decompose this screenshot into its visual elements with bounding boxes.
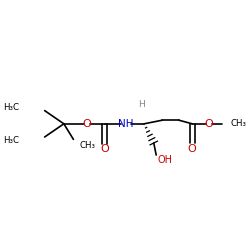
Text: CH₃: CH₃ xyxy=(230,119,246,128)
Text: H₃C: H₃C xyxy=(4,136,20,145)
Text: OH: OH xyxy=(158,155,172,165)
Text: O: O xyxy=(188,144,196,154)
Text: H₃C: H₃C xyxy=(4,102,20,112)
Text: O: O xyxy=(204,119,213,129)
Text: O: O xyxy=(82,119,91,129)
Text: NH: NH xyxy=(118,119,134,129)
Text: CH₃: CH₃ xyxy=(80,141,96,150)
Text: H: H xyxy=(138,100,145,110)
Text: O: O xyxy=(100,144,109,154)
